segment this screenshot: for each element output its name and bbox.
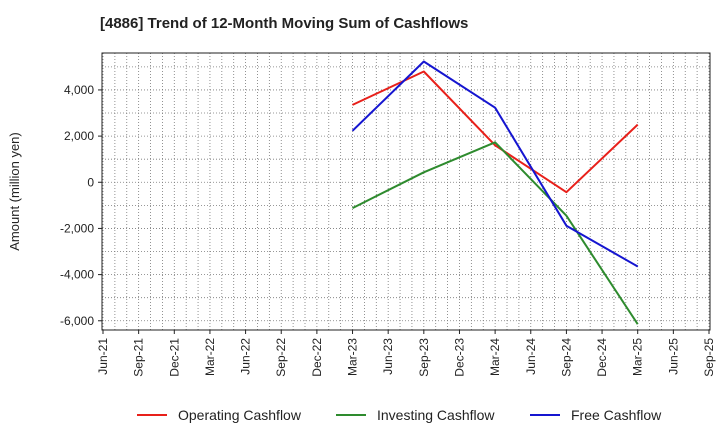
x-tick-label: Dec-23 [452, 338, 466, 377]
x-tick-label: Jun-22 [239, 338, 253, 375]
x-tick-label: Sep-23 [417, 338, 431, 377]
x-tick-label: Sep-25 [702, 338, 716, 377]
x-tick-label: Dec-22 [310, 338, 324, 377]
x-tick-label: Sep-24 [559, 338, 573, 377]
x-tick-label: Jun-25 [666, 338, 680, 375]
x-tick-label: Mar-22 [203, 338, 217, 376]
grid [102, 53, 710, 330]
legend-label: Operating Cashflow [178, 407, 302, 423]
x-tick-label: Jun-21 [96, 338, 110, 375]
y-axis: 4,000 2,000 0 -2,000 -4,000 -6,000 [60, 83, 102, 328]
plot-frame [101, 52, 711, 331]
y-tick-label: 0 [87, 175, 94, 189]
chart-title: [4886] Trend of 12-Month Moving Sum of C… [100, 15, 469, 32]
legend: Operating Cashflow Investing Cashflow Free… [137, 407, 662, 423]
x-axis: Jun-21 Sep-21 Dec-21 Mar-22 Jun-22 Sep-22 Dec-… [96, 330, 716, 377]
legend-label: Free Cashflow [571, 407, 662, 423]
y-tick-label: -4,000 [60, 268, 94, 282]
y-tick-label: 4,000 [64, 83, 94, 97]
x-tick-label: Mar-24 [488, 338, 502, 376]
series-line [352, 70, 639, 194]
legend-label: Investing Cashflow [377, 407, 495, 423]
series-line [352, 141, 639, 325]
series [351, 60, 639, 325]
series-line [351, 60, 639, 268]
x-tick-label: Sep-22 [274, 338, 288, 377]
x-tick-label: Dec-21 [167, 338, 181, 377]
x-tick-label: Mar-23 [346, 338, 360, 376]
x-tick-label: Jun-23 [381, 338, 395, 375]
y-tick-label: -6,000 [60, 314, 94, 328]
y-tick-label: -2,000 [60, 221, 94, 235]
y-tick-label: 2,000 [64, 129, 94, 143]
x-tick-label: Dec-24 [595, 338, 609, 377]
x-tick-label: Mar-25 [631, 338, 645, 376]
y-axis-label: Amount (million yen) [7, 132, 22, 251]
x-tick-label: Jun-24 [524, 338, 538, 375]
x-tick-label: Sep-21 [132, 338, 146, 377]
